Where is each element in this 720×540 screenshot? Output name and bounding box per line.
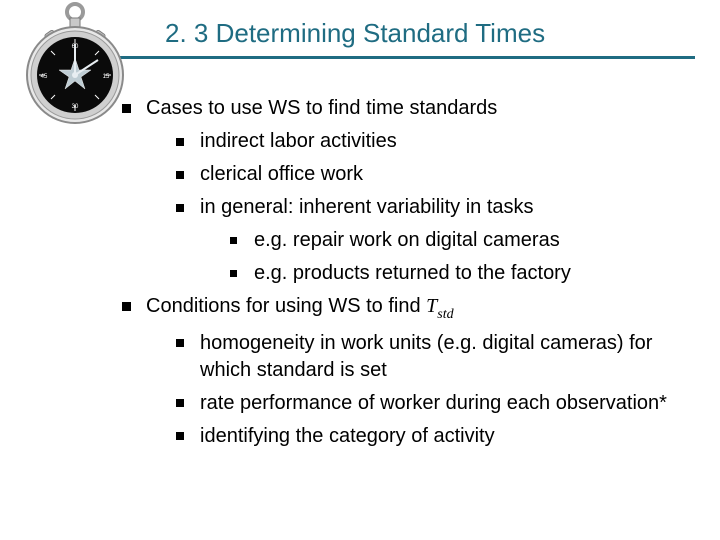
- list-item: clerical office work: [174, 161, 690, 188]
- list-item: rate performance of worker during each o…: [174, 390, 690, 417]
- math-subscript: std: [437, 307, 453, 322]
- list-item: homogeneity in work units (e.g. digital …: [174, 330, 690, 384]
- list-text: rate performance of worker during each o…: [200, 392, 667, 414]
- list-text: e.g. repair work on digital cameras: [254, 229, 560, 251]
- list-item: e.g. products returned to the factory: [228, 260, 690, 287]
- list-text: Cases to use WS to find time standards: [146, 97, 497, 119]
- list-text: clerical office work: [200, 163, 363, 185]
- math-variable: T: [426, 295, 437, 317]
- content-area: Cases to use WS to find time standards i…: [120, 95, 690, 456]
- svg-text:15: 15: [103, 74, 110, 80]
- list-item: indirect labor activities: [174, 128, 690, 155]
- list-item: in general: inherent variability in task…: [174, 194, 690, 287]
- title-underline: [55, 56, 695, 59]
- list-item: e.g. repair work on digital cameras: [228, 227, 690, 254]
- bullet-list-level3: e.g. repair work on digital cameras e.g.…: [228, 227, 690, 287]
- slide: 2. 3 Determining Standard Times: [0, 0, 720, 540]
- list-item: Conditions for using WS to find Tstd hom…: [120, 293, 690, 450]
- slide-title: 2. 3 Determining Standard Times: [165, 18, 545, 49]
- list-text: in general: inherent variability in task…: [200, 196, 534, 218]
- bullet-list-level1: Cases to use WS to find time standards i…: [120, 95, 690, 450]
- list-text: homogeneity in work units (e.g. digital …: [200, 332, 652, 381]
- list-item: Cases to use WS to find time standards i…: [120, 95, 690, 287]
- svg-text:45: 45: [41, 74, 48, 80]
- stopwatch-icon: 60 15 30 45: [20, 0, 130, 130]
- svg-text:30: 30: [72, 104, 79, 110]
- list-text: e.g. products returned to the factory: [254, 262, 571, 284]
- list-text: indirect labor activities: [200, 130, 397, 152]
- list-text: identifying the category of activity: [200, 425, 495, 447]
- list-item: identifying the category of activity: [174, 423, 690, 450]
- list-text: Conditions for using WS to find Tstd: [146, 295, 454, 317]
- bullet-list-level2: homogeneity in work units (e.g. digital …: [174, 330, 690, 450]
- list-text-prefix: Conditions for using WS to find: [146, 295, 426, 317]
- bullet-list-level2: indirect labor activities clerical offic…: [174, 128, 690, 287]
